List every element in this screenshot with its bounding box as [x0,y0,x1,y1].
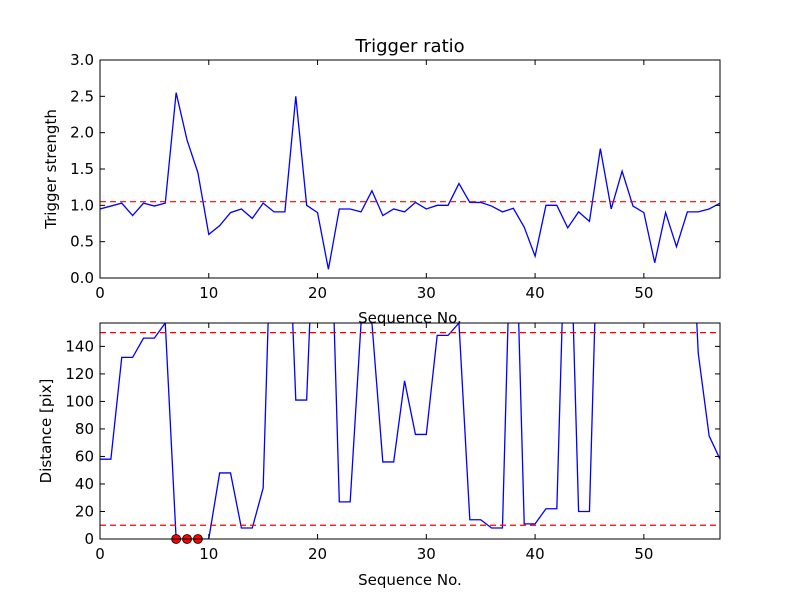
bottom-series-line-0 [100,323,720,539]
top-y-tick-label: 3.0 [70,51,94,69]
top-y-tick-label: 1.0 [70,196,94,214]
top-x-axis-label: Sequence No. [358,309,462,327]
top-chart: Trigger ratio 0 10 20 30 40 50 0.0 0.5 1.0 1.5 2.0… [42,36,721,327]
bottom-y-tick-label: 140 [65,337,94,355]
bottom-y-axis-label: Distance [pix] [37,379,55,484]
top-x-tick-label: 0 [95,284,105,302]
top-y-tick-label: 0.5 [70,233,94,251]
top-y-tick-label: 1.5 [70,160,94,178]
top-y-axis-label: Trigger strength [42,109,60,230]
top-chart-title: Trigger ratio [354,36,464,57]
top-x-tick-label: 20 [308,284,327,302]
bottom-y-tick-label: 120 [65,365,94,383]
top-x-tick-label: 40 [526,284,545,302]
bottom-y-tick-label: 40 [75,475,94,493]
bottom-x-tick-label: 0 [95,545,105,563]
bottom-y-tick-label: 60 [75,447,94,465]
bottom-x-tick-label: 50 [634,545,653,563]
bottom-x-tick-label: 10 [199,545,218,563]
bottom-x-tick-label: 20 [308,545,327,563]
bottom-axes-frame [99,322,721,540]
bottom-chart: 0 10 20 30 40 50 0 20 40 60 80 100 120 140 Sequence N… [37,322,721,589]
top-x-tick-label: 30 [417,284,436,302]
top-axes-frame [99,59,721,279]
bottom-y-tick-label: 0 [84,530,94,548]
bottom-x-tick-label: 40 [526,545,545,563]
top-y-tick-label: 2.0 [70,124,94,142]
bottom-y-tick-label: 100 [65,392,94,410]
top-series-line-0 [100,92,720,270]
top-x-tick-label: 10 [199,284,218,302]
top-y-tick-label: 2.5 [70,87,94,105]
top-y-tick-label: 0.0 [70,269,94,287]
top-x-tick-label: 50 [634,284,653,302]
bottom-y-tick-label: 80 [75,420,94,438]
bottom-x-axis-label: Sequence No. [358,571,462,589]
bottom-x-tick-label: 30 [417,545,436,563]
bottom-y-tick-label: 20 [75,502,94,520]
